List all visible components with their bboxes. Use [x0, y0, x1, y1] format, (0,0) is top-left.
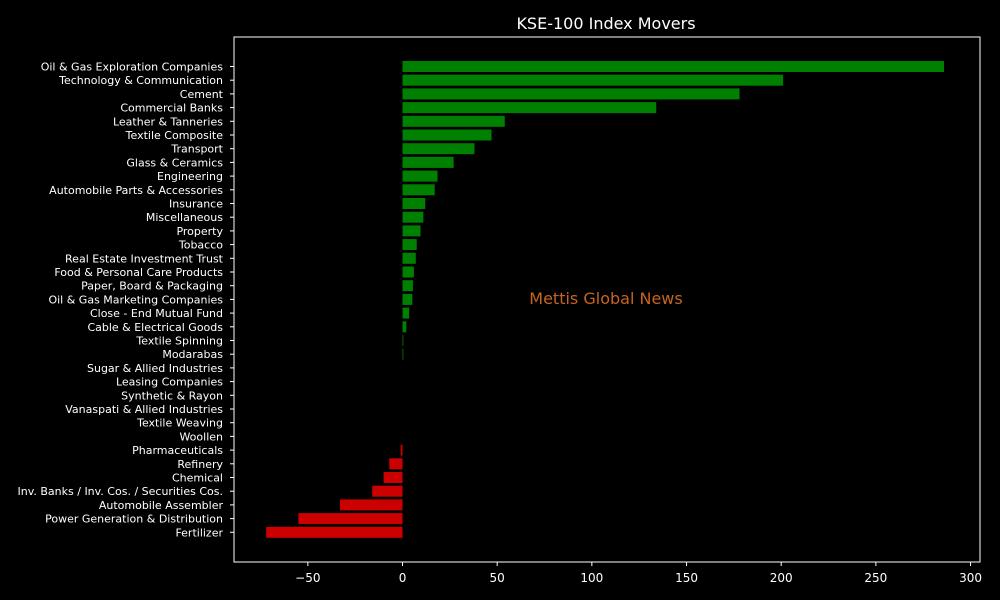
category-label: Pharmaceuticals	[132, 444, 223, 457]
category-label: Textile Spinning	[135, 335, 223, 348]
x-tick-label: 50	[490, 571, 505, 585]
category-label: Technology & Communication	[58, 74, 223, 87]
x-tick-label: 300	[959, 571, 982, 585]
bar	[402, 88, 740, 100]
bar	[372, 485, 403, 497]
bar	[402, 266, 414, 278]
category-label: Fertilizer	[175, 526, 223, 539]
category-label: Leather & Tanneries	[113, 115, 223, 128]
category-label: Engineering	[157, 170, 223, 183]
bar	[402, 225, 421, 237]
category-label: Oil & Gas Marketing Companies	[48, 293, 223, 306]
bar	[402, 184, 435, 196]
bar	[402, 348, 404, 360]
bar	[340, 499, 403, 511]
x-tick-label: −50	[295, 571, 320, 585]
category-label: Paper, Board & Packaging	[81, 280, 223, 293]
category-label: Glass & Ceramics	[126, 156, 223, 169]
category-label: Sugar & Allied Industries	[87, 362, 223, 375]
bars-group	[266, 61, 945, 538]
x-tick-label: 150	[675, 571, 698, 585]
bar	[298, 513, 403, 525]
category-label: Refinery	[177, 458, 223, 471]
bar	[266, 526, 403, 538]
bar	[402, 74, 784, 86]
bar	[389, 458, 403, 470]
bar	[402, 198, 426, 209]
category-label: Cement	[180, 88, 224, 101]
bar	[402, 143, 475, 155]
category-label: Miscellaneous	[146, 211, 223, 224]
bar	[402, 211, 424, 223]
bar	[402, 321, 407, 333]
bar	[402, 293, 413, 305]
bar	[402, 170, 438, 182]
chart-title: KSE-100 Index Movers	[516, 14, 695, 33]
category-label: Power Generation & Distribution	[45, 513, 223, 526]
category-label: Commercial Banks	[120, 102, 223, 115]
bar	[400, 444, 403, 456]
category-label: Chemical	[172, 472, 223, 485]
category-label: Automobile Parts & Accessories	[49, 184, 223, 197]
category-label: Woollen	[179, 430, 223, 443]
bar	[402, 115, 505, 127]
category-label: Cable & Electrical Goods	[87, 321, 223, 334]
bar	[402, 156, 454, 168]
category-label: Close - End Mutual Fund	[90, 307, 223, 320]
category-label: Automobile Assembler	[99, 499, 224, 512]
bar	[402, 335, 404, 346]
category-label: Insurance	[169, 198, 223, 211]
category-label: Tobacco	[178, 239, 223, 252]
x-axis-ticks: −50 0 50 100 150 200 250 300	[295, 562, 982, 585]
bar	[383, 472, 403, 483]
watermark-text: Mettis Global News	[529, 289, 682, 308]
bar	[402, 61, 945, 72]
category-labels: Oil & Gas Exploration CompaniesTechnolog…	[18, 61, 234, 539]
x-tick-label: 0	[399, 571, 407, 585]
category-label: Modarabas	[162, 348, 223, 361]
category-label: Textile Weaving	[136, 417, 223, 430]
x-tick-label: 250	[864, 571, 887, 585]
category-label: Leasing Companies	[116, 376, 223, 389]
x-tick-label: 100	[580, 571, 603, 585]
bar	[402, 252, 416, 264]
category-label: Oil & Gas Exploration Companies	[41, 61, 224, 74]
category-label: Real Estate Investment Trust	[65, 252, 224, 265]
category-label: Textile Composite	[125, 129, 224, 142]
category-label: Property	[176, 225, 223, 238]
bar	[402, 239, 417, 251]
bar	[402, 307, 410, 319]
category-label: Transport	[170, 143, 223, 156]
category-label: Food & Personal Care Products	[54, 266, 223, 279]
category-label: Inv. Banks / Inv. Cos. / Securities Cos.	[18, 485, 223, 498]
bar	[402, 280, 413, 292]
x-tick-label: 200	[770, 571, 793, 585]
category-label: Synthetic & Rayon	[121, 389, 223, 402]
bar	[402, 129, 492, 141]
bar	[402, 102, 657, 114]
category-label: Vanaspati & Allied Industries	[65, 403, 223, 416]
